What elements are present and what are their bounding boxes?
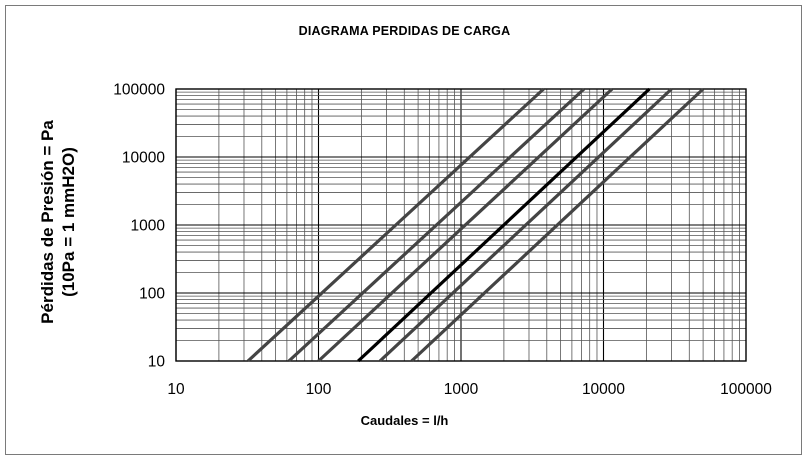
x-tick-label: 10000 [582, 381, 625, 398]
series-line [287, 87, 586, 363]
y-tick-label: 100 [139, 286, 165, 303]
series-lines [246, 87, 705, 363]
series-line [246, 87, 545, 363]
chart-frame [5, 5, 802, 455]
x-tick-label: 100 [306, 381, 332, 398]
y-tick-labels: 100000 10000 1000 100 10 [113, 82, 165, 371]
y-tick-label: 1000 [131, 218, 166, 235]
y-tick-label: 10000 [122, 150, 165, 167]
chart-title: DIAGRAMA PERDIDAS DE CARGA [298, 24, 511, 38]
series-line [410, 87, 705, 363]
x-tick-label: 100000 [720, 381, 772, 398]
x-axis-label: Caudales = l/h [360, 413, 449, 428]
x-tick-label: 10 [167, 381, 185, 398]
series-line [317, 87, 614, 363]
y-tick-label: 100000 [113, 82, 165, 99]
series-line [357, 87, 651, 363]
plot-area-border [175, 88, 747, 362]
grid-lines [175, 88, 747, 362]
x-tick-labels: 10 100 1000 10000 100000 [167, 381, 772, 398]
y-tick-label: 10 [148, 354, 166, 371]
x-tick-label: 1000 [444, 381, 479, 398]
series-line [378, 87, 673, 363]
